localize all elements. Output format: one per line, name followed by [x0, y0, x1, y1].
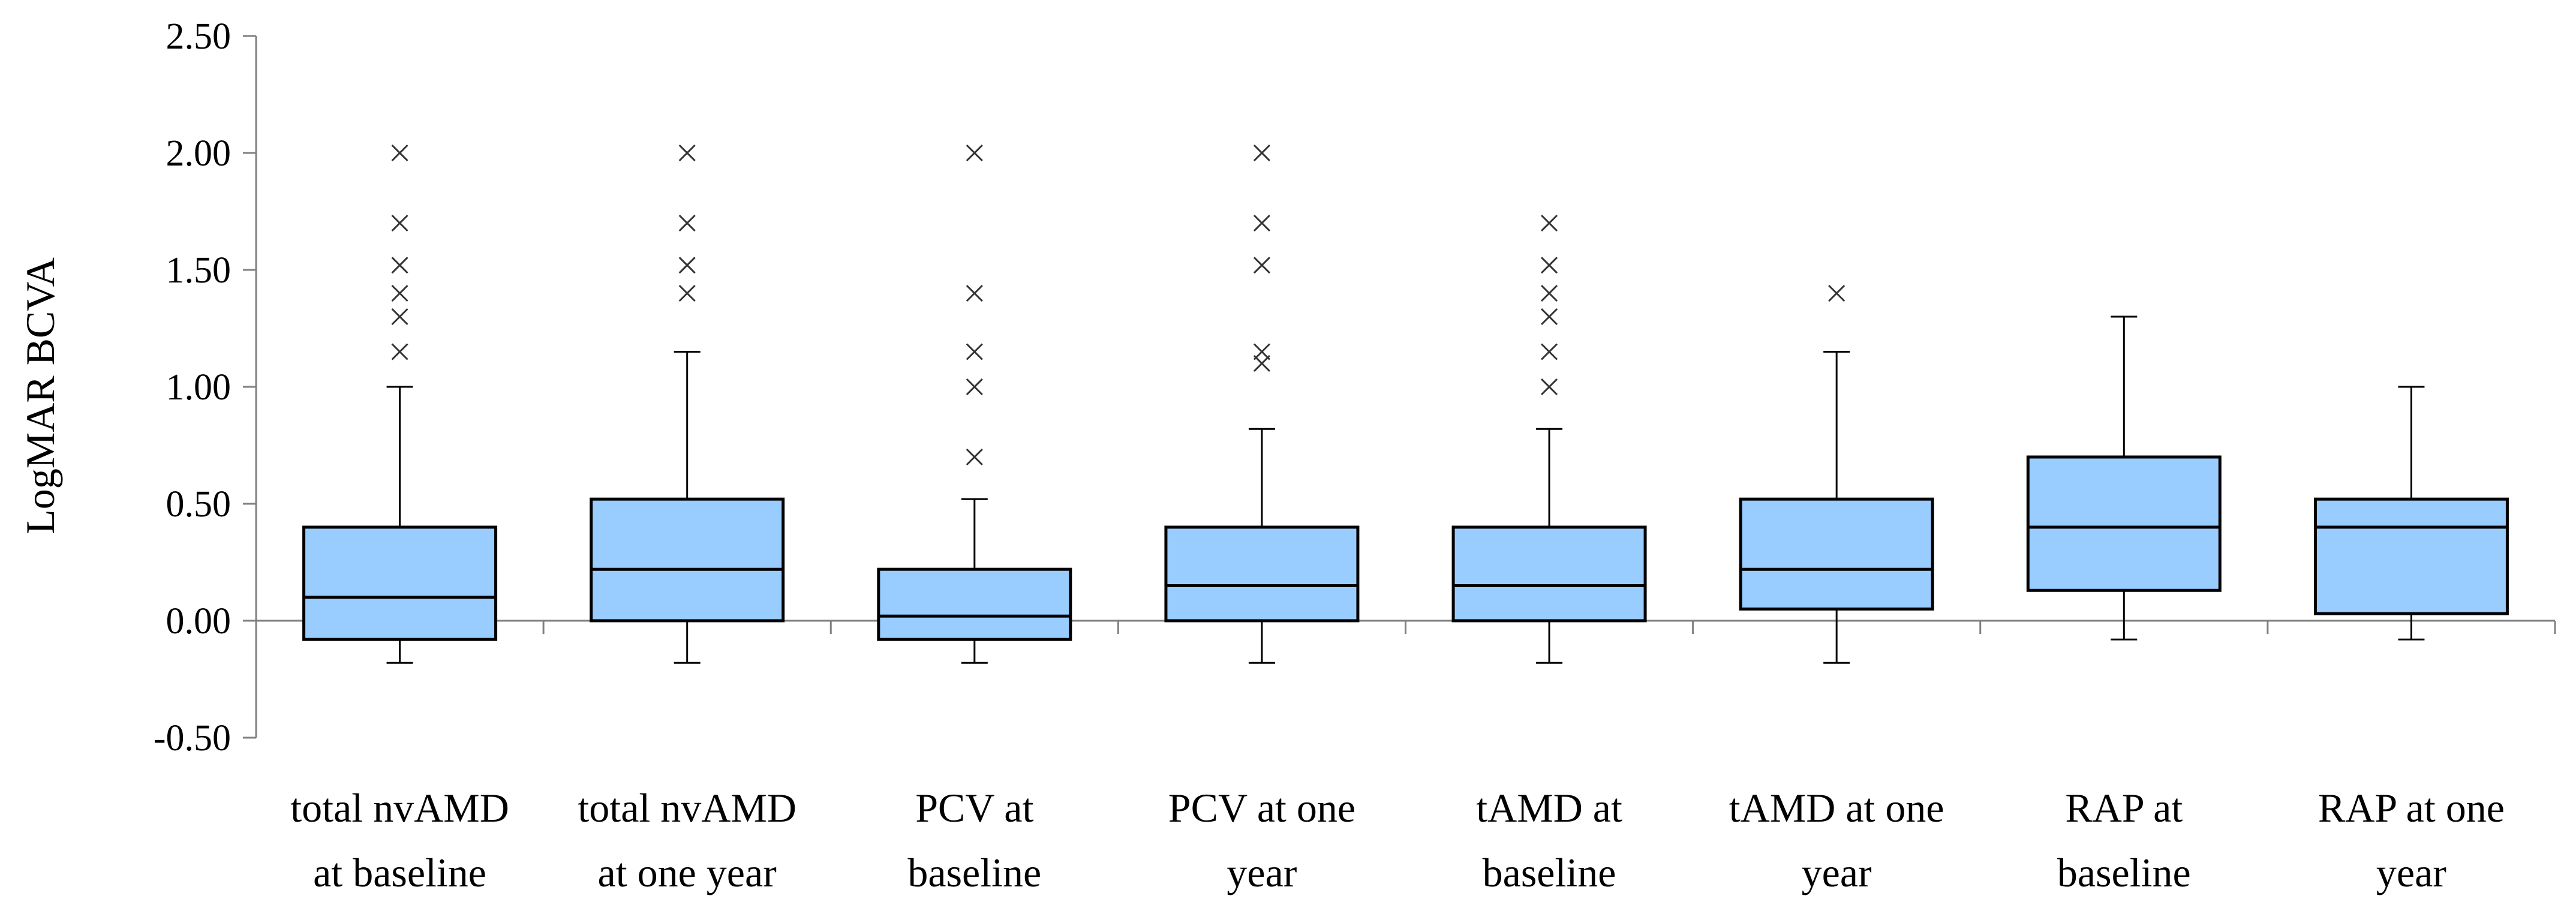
outlier-marker	[966, 378, 983, 396]
outlier-stroke	[678, 214, 696, 232]
y-tick-label: 0.50	[166, 484, 232, 525]
category-label: year	[1227, 850, 1297, 895]
outlier-stroke	[678, 284, 696, 302]
outlier-marker	[1541, 343, 1558, 360]
iqr-box	[1164, 525, 1360, 623]
outlier-marker	[391, 308, 408, 326]
outlier-marker	[1541, 378, 1558, 396]
outlier-marker	[966, 144, 983, 162]
iqr-box	[2026, 455, 2222, 592]
outlier-stroke	[391, 308, 408, 326]
outlier-stroke	[391, 214, 408, 232]
outlier-stroke	[391, 284, 408, 302]
outlier-stroke	[391, 144, 408, 162]
outlier-marker	[391, 284, 408, 302]
outlier-stroke	[391, 343, 408, 360]
outlier-stroke	[1253, 214, 1270, 232]
y-axis-label: LogMAR BCVA	[17, 257, 63, 534]
outlier-marker	[678, 257, 696, 274]
category-label: tAMD at one	[1729, 785, 1944, 831]
x-axis: total nvAMD at baseline total nvAMD at one …	[255, 620, 2556, 895]
outlier-marker	[1541, 214, 1558, 232]
category-label: baseline	[1483, 850, 1616, 895]
outlier-marker	[391, 214, 408, 232]
outlier-stroke	[1541, 378, 1558, 396]
outlier-stroke	[966, 378, 983, 396]
box-group	[2026, 315, 2222, 641]
category-label: RAP at	[2065, 785, 2183, 831]
box-group	[590, 144, 785, 664]
y-axis: 2.50 2.00 1.50 1.00 0.50 0.00 -0.50	[154, 16, 257, 759]
category-label: PCV at one	[1168, 785, 1355, 831]
box-group	[877, 144, 1072, 664]
y-tick-label: -0.50	[154, 718, 231, 759]
y-tick-label: 1.50	[166, 250, 232, 291]
outlier-stroke	[1541, 214, 1558, 232]
iqr-box	[1451, 525, 1647, 623]
category-label: tAMD at	[1476, 785, 1622, 831]
outlier-marker	[1253, 144, 1270, 162]
outlier-stroke	[1541, 343, 1558, 360]
outlier-marker	[1253, 214, 1270, 232]
outlier-marker	[678, 144, 696, 162]
outlier-marker	[1253, 343, 1270, 360]
outlier-stroke	[966, 343, 983, 360]
outlier-stroke	[1828, 284, 1845, 302]
outlier-marker	[966, 343, 983, 360]
category-label: RAP at one	[2318, 785, 2505, 831]
outlier-marker	[678, 214, 696, 232]
outlier-marker	[678, 284, 696, 302]
outlier-marker	[966, 284, 983, 302]
category-label: PCV at	[915, 785, 1033, 831]
iqr-box	[2313, 497, 2509, 615]
outlier-stroke	[1541, 257, 1558, 274]
iqr-box	[590, 497, 785, 623]
box-group	[1164, 144, 1360, 664]
outlier-stroke	[966, 284, 983, 302]
outlier-stroke	[1253, 354, 1270, 372]
y-tick-label: 2.00	[166, 133, 232, 174]
outlier-marker	[1541, 308, 1558, 326]
outlier-marker	[391, 343, 408, 360]
iqr-box	[302, 525, 498, 641]
outlier-stroke	[1253, 257, 1270, 274]
outlier-marker	[1253, 257, 1270, 274]
outlier-stroke	[1253, 144, 1270, 162]
outlier-stroke	[966, 144, 983, 162]
category-label: baseline	[907, 850, 1041, 895]
outlier-stroke	[1253, 343, 1270, 360]
outlier-stroke	[1541, 284, 1558, 302]
y-tick-label: 0.00	[166, 601, 232, 642]
outlier-stroke	[391, 257, 408, 274]
iqr-box	[877, 567, 1072, 641]
category-label: at baseline	[313, 850, 486, 895]
outlier-marker	[1541, 257, 1558, 274]
y-tick-label: 2.50	[166, 16, 232, 57]
outlier-marker	[1253, 354, 1270, 372]
box-group	[1451, 214, 1647, 664]
boxes	[302, 144, 2509, 664]
outlier-marker	[966, 448, 983, 466]
category-label: total nvAMD	[578, 785, 796, 831]
outlier-marker	[391, 144, 408, 162]
iqr-box	[1739, 497, 1934, 611]
outlier-stroke	[1541, 308, 1558, 326]
outlier-marker	[1541, 284, 1558, 302]
outlier-stroke	[966, 448, 983, 466]
box-group	[302, 144, 498, 664]
category-label: year	[1802, 850, 1872, 895]
outlier-stroke	[678, 144, 696, 162]
outlier-marker	[391, 257, 408, 274]
category-label: year	[2376, 850, 2446, 895]
category-label: total nvAMD	[290, 785, 509, 831]
box-group	[2313, 386, 2509, 641]
category-label: baseline	[2057, 850, 2191, 895]
box-group	[1739, 284, 1934, 664]
outlier-marker	[1828, 284, 1845, 302]
category-label: at one year	[598, 850, 777, 895]
y-tick-label: 1.00	[166, 367, 232, 408]
outlier-stroke	[678, 257, 696, 274]
